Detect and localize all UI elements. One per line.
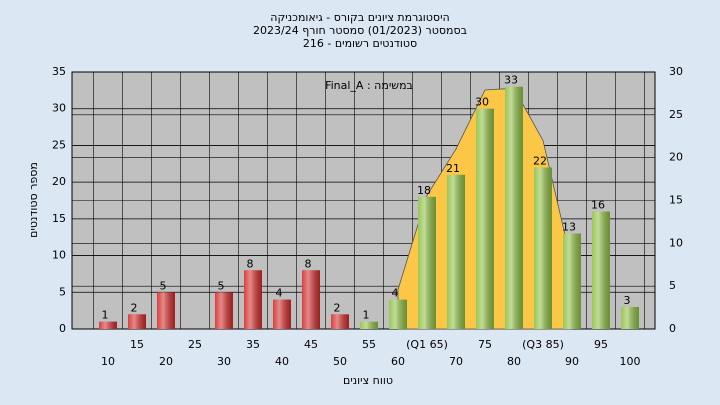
title-line: סטודנטים רשומים - 216 [303, 37, 417, 50]
data-label: 8 [247, 257, 254, 270]
x-tick-label: 50 [333, 355, 347, 368]
y2-tick-label: 25 [669, 108, 683, 121]
data-label: 33 [504, 74, 518, 87]
data-label: 8 [305, 257, 312, 270]
y-tick-label: 15 [52, 212, 66, 225]
y-tick-label: 30 [52, 102, 66, 115]
x-tick-label: 10 [101, 355, 115, 368]
y-tick-label: 10 [52, 249, 66, 262]
data-label: 18 [417, 184, 431, 197]
bar-shade [302, 270, 320, 329]
y-tick-label: 35 [52, 65, 66, 78]
x-tick-label: 80 [507, 355, 521, 368]
data-label: 4 [276, 287, 283, 300]
x-tick-label: 100 [620, 355, 641, 368]
data-label: 5 [160, 279, 167, 292]
bar-shade [128, 314, 146, 329]
x-tick-label: 40 [275, 355, 289, 368]
x-tick-label: 95 [594, 338, 608, 351]
x-tick-label: 25 [188, 338, 202, 351]
y-axis-label: מספר סטודנטים [27, 162, 40, 238]
bar-shade [331, 314, 349, 329]
x-tick-label: 90 [565, 355, 579, 368]
bar-shade [215, 292, 233, 329]
x-tick-label: (Q1 65) [406, 338, 448, 351]
bar-shade [99, 321, 117, 329]
data-label: 30 [475, 96, 489, 109]
title-line: בסמסטר (01/2023) סמסטר חורף 2023/24 [253, 24, 467, 37]
x-tick-label: 55 [362, 338, 376, 351]
bar-shade [389, 299, 407, 329]
data-label: 1 [363, 309, 370, 322]
bar-shade [418, 196, 436, 329]
y2-tick-label: 0 [669, 322, 676, 335]
x-tick-label: 70 [449, 355, 463, 368]
bar-shade [592, 211, 610, 329]
data-label: 4 [392, 287, 399, 300]
bar-shade [244, 270, 262, 329]
y-tick-label: 5 [59, 285, 66, 298]
data-label: 22 [533, 154, 547, 167]
bar-shade [273, 299, 291, 329]
data-label: 13 [562, 221, 576, 234]
x-tick-label: 60 [391, 355, 405, 368]
bar-shade [447, 174, 465, 329]
x-tick-label: 20 [159, 355, 173, 368]
x-tick-label: 35 [246, 338, 260, 351]
x-tick-label: 30 [217, 355, 231, 368]
bar-shade [563, 233, 581, 329]
bar-shade [157, 292, 175, 329]
x-axis-label: טווח ציונים [343, 374, 393, 387]
y2-tick-label: 15 [669, 194, 683, 207]
x-tick-label: 45 [304, 338, 318, 351]
data-label: 5 [218, 279, 225, 292]
y2-tick-label: 30 [669, 65, 683, 78]
bar-shade [505, 86, 523, 329]
y-tick-label: 0 [59, 322, 66, 335]
bar-shade [360, 321, 378, 329]
annotation: במשימה : Final_A [325, 79, 413, 92]
bar-shade [534, 167, 552, 329]
y-tick-label: 20 [52, 175, 66, 188]
y2-tick-label: 20 [669, 151, 683, 164]
bar-shade [476, 108, 494, 329]
data-label: 21 [446, 162, 460, 175]
title-line: היסטוגרמת ציונים בקורס - גיאומכניקה [270, 11, 449, 24]
bar-shade [621, 306, 639, 329]
x-tick-label: (Q3 85) [522, 338, 564, 351]
data-label: 16 [591, 199, 605, 212]
x-tick-label: 75 [478, 338, 492, 351]
y2-tick-label: 10 [669, 236, 683, 249]
data-label: 3 [624, 294, 631, 307]
data-label: 2 [334, 301, 341, 314]
y2-tick-label: 5 [669, 279, 676, 292]
data-label: 2 [131, 301, 138, 314]
x-tick-label: 15 [130, 338, 144, 351]
y-tick-label: 25 [52, 138, 66, 151]
data-label: 1 [102, 309, 109, 322]
